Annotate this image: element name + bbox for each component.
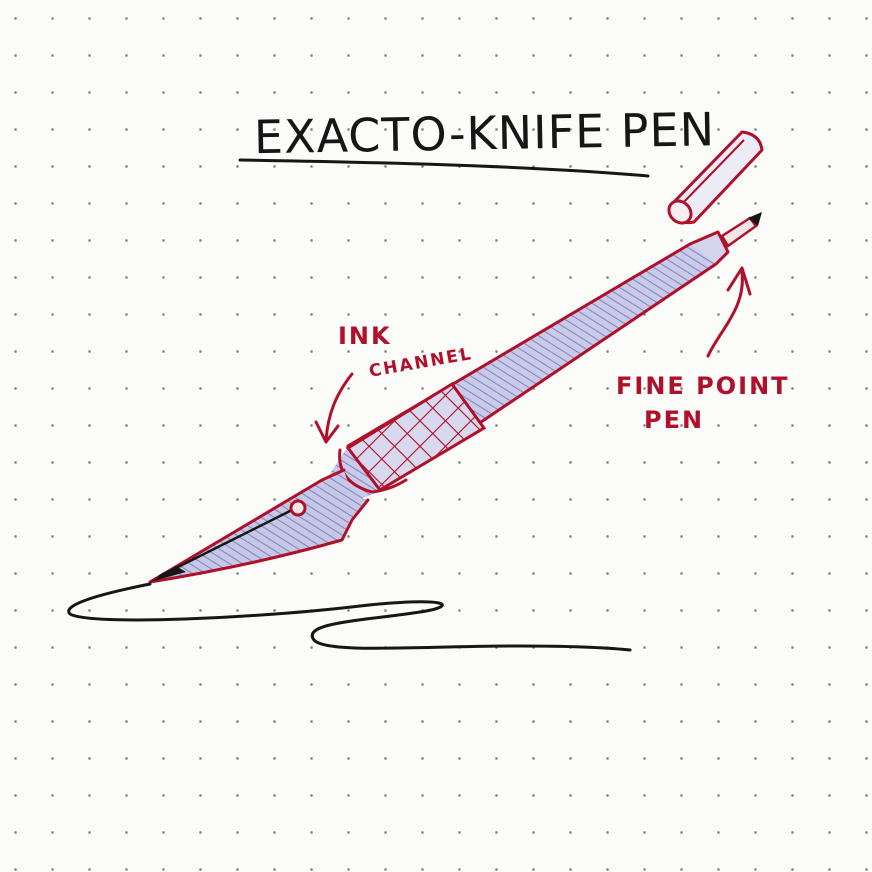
ink-channel-label-line1: INK	[338, 322, 392, 350]
pen-collar	[338, 448, 408, 494]
title-underline	[238, 158, 650, 178]
pen-fine-tip-collar	[689, 230, 730, 266]
fine-point-label-line1: FINE POINT	[616, 372, 790, 400]
pen-cap	[667, 130, 764, 225]
pen-blade-outline	[148, 468, 370, 584]
pen-cap-opening	[667, 199, 693, 225]
pen-cap-hatching	[679, 139, 745, 207]
fine-point-arrowhead	[726, 266, 752, 296]
pen-grip-crosshatch	[345, 381, 487, 492]
fine-point-arrow	[706, 270, 744, 358]
title-text: EXACTO-KNIFE PEN	[254, 102, 716, 164]
fine-point-label-line2: PEN	[644, 406, 704, 434]
ink-scribble-line	[67, 582, 632, 652]
blade-tip	[150, 566, 186, 582]
ink-channel-hole	[289, 499, 307, 517]
ink-channel-arrowhead	[314, 420, 340, 444]
ink-channel-slit	[158, 508, 294, 578]
ink-channel-arrow	[324, 372, 354, 442]
pen-fine-tip	[720, 216, 758, 248]
pen-fine-tip-point	[748, 212, 762, 226]
pen-illustration	[148, 212, 762, 584]
